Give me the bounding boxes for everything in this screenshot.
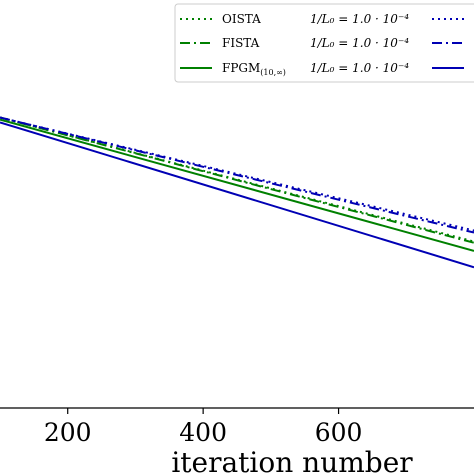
series-line-1 [0,116,474,244]
series-line-4 [0,116,474,234]
x-tick-label: 200 [44,418,92,447]
x-ticks: 200 400 600 [44,408,363,447]
legend-step-2: 1/L₀ = 1.0 · 10⁻⁴ [310,61,409,75]
legend-label-1: FISTA [222,36,260,50]
series-layer [0,116,474,269]
legend-frame [174,3,474,83]
series-line-2 [0,118,474,252]
legend-step-1: 1/L₀ = 1.0 · 10⁻⁴ [310,36,409,50]
x-axis-label: iteration number [171,446,413,474]
legend-label-0: OISTA [222,12,261,26]
x-tick-label: 400 [179,418,227,447]
x-tick-label: 600 [315,418,363,447]
legend-step-0: 1/L₀ = 1.0 · 10⁻⁴ [310,12,409,26]
legend: OISTA 1/L₀ = 1.0 · 10⁻⁴ FISTA 1/L₀ = 1.0 · … [174,3,474,83]
series-line-5 [0,121,474,269]
